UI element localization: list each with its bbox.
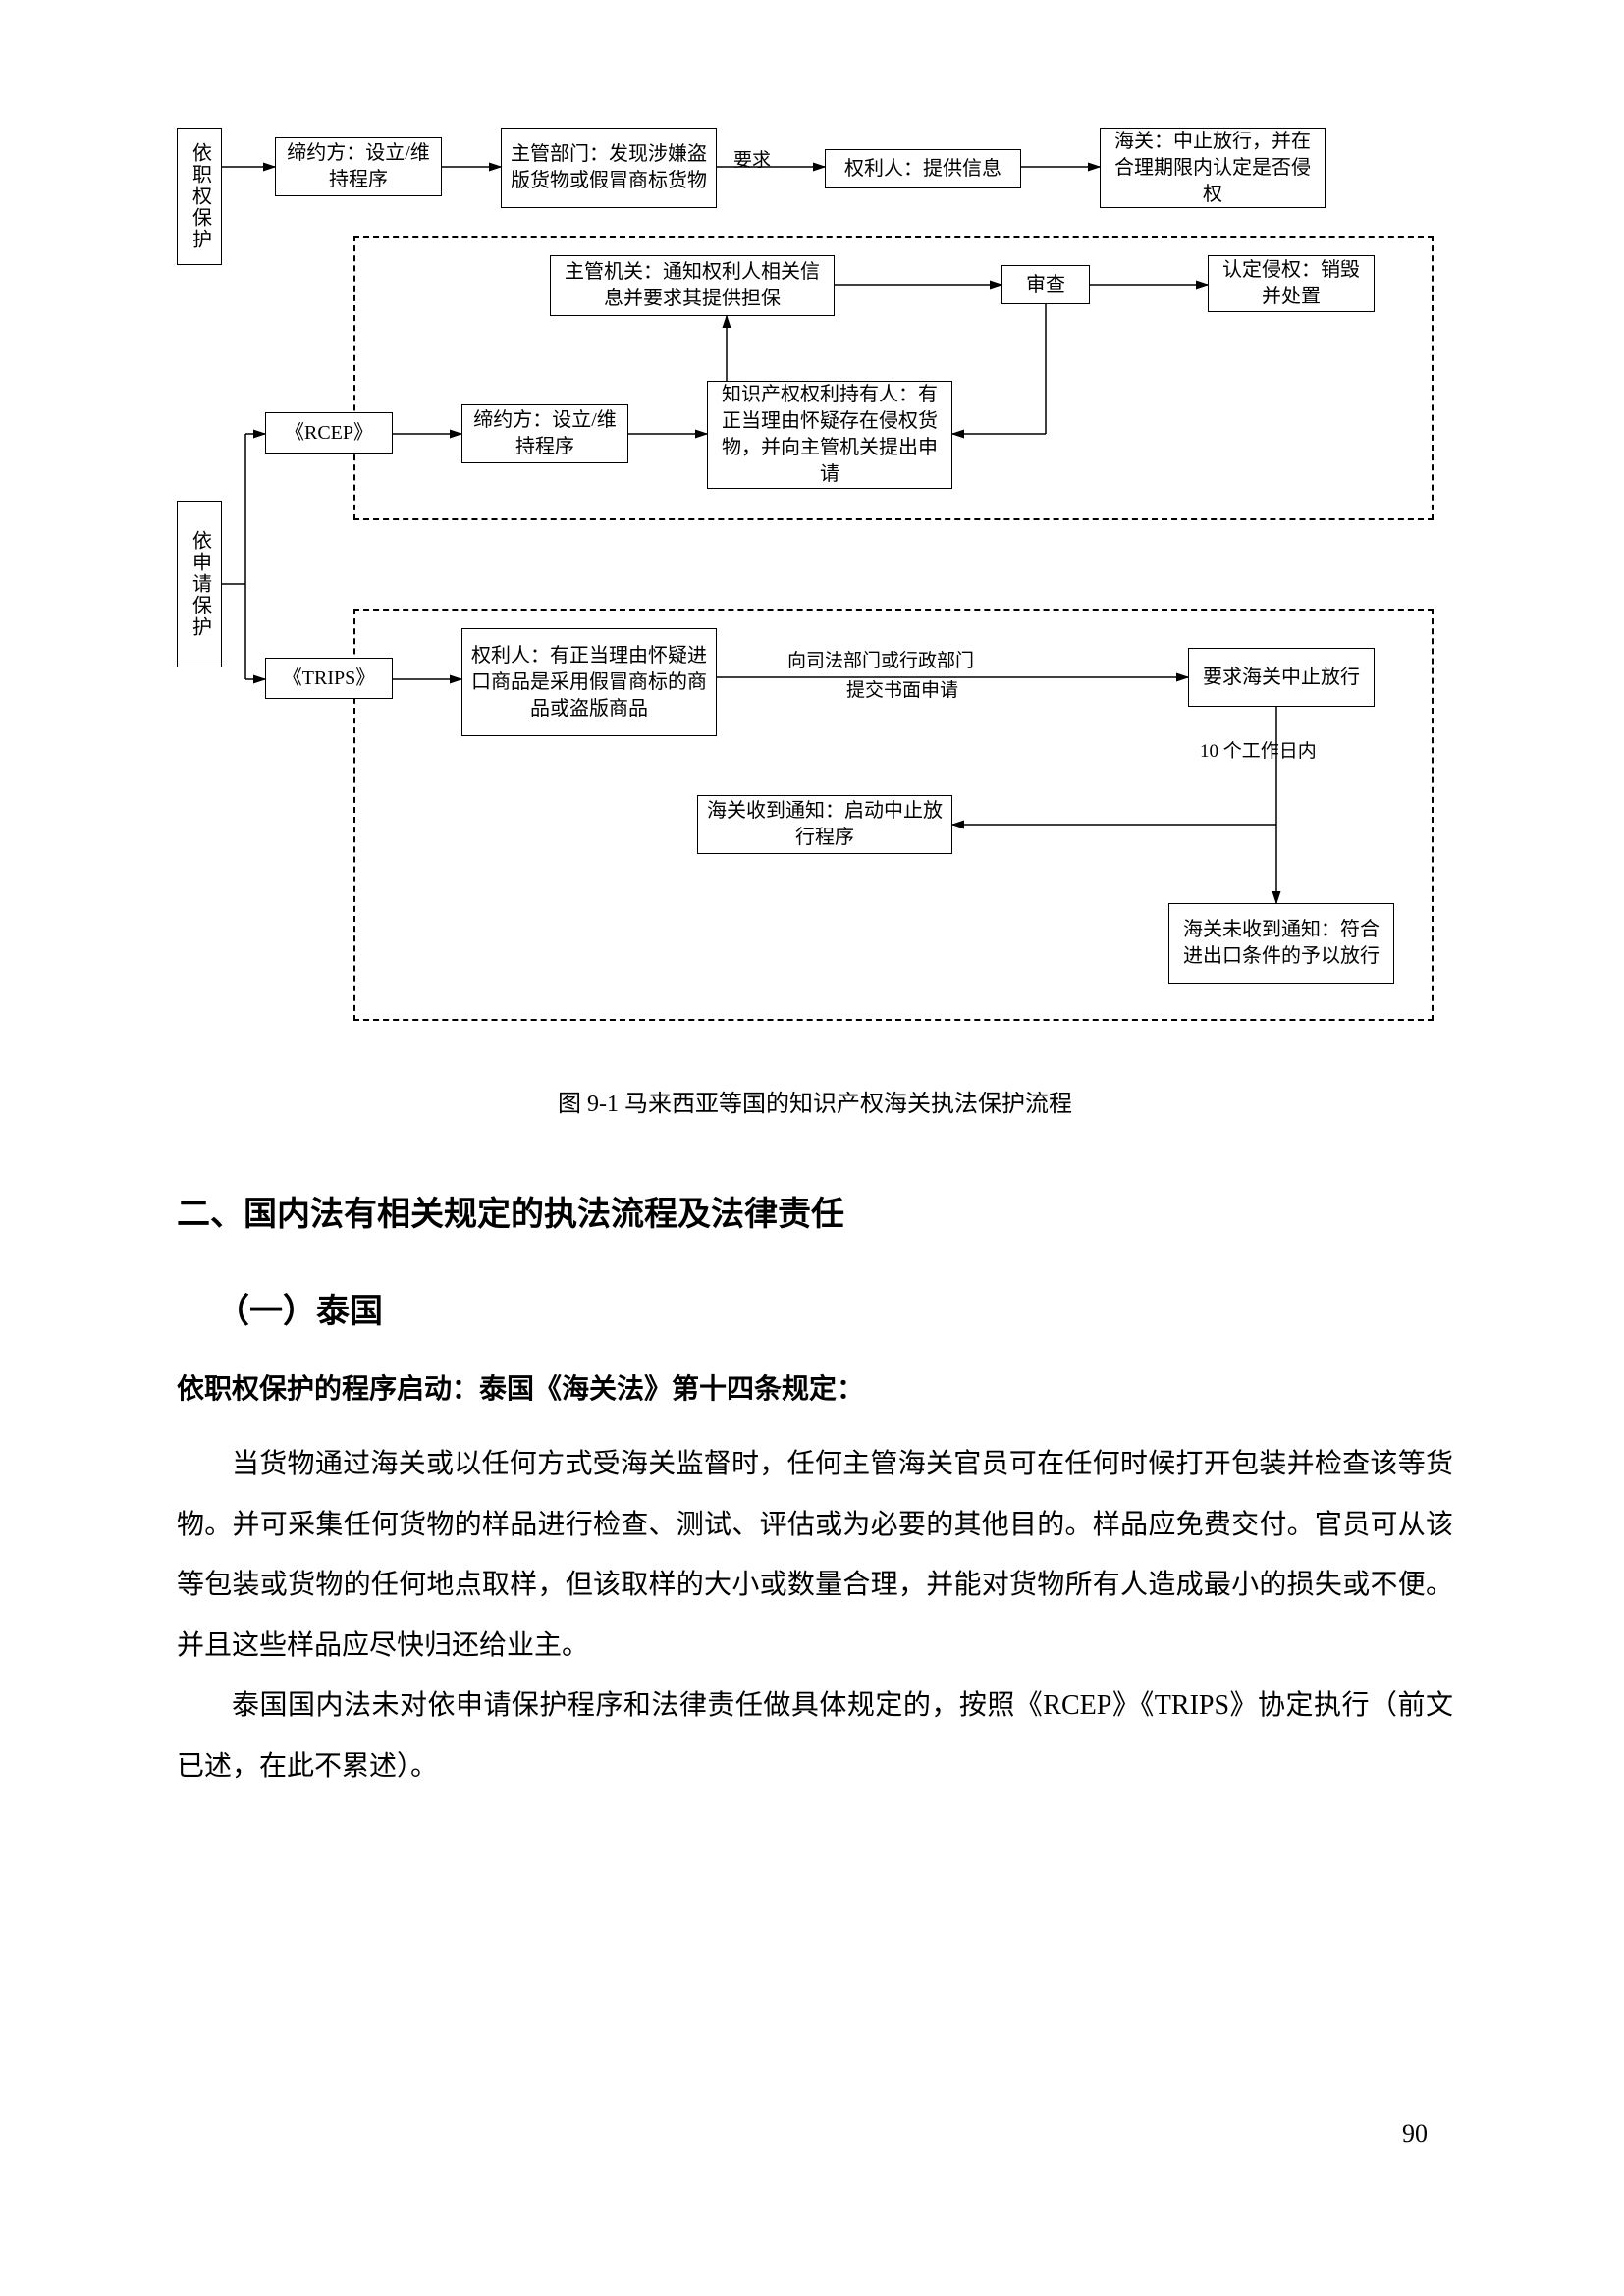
node-r2-top-b: 审查 xyxy=(1001,265,1090,304)
node-rcep-label: 《RCEP》 xyxy=(265,412,393,454)
edge-label-10days: 10 个工作日内 xyxy=(1198,736,1319,763)
paragraph-1: 当货物通过海关或以任何方式受海关监督时，任何主管海关官员可在任何时候打开包装并检… xyxy=(177,1434,1453,1676)
bold-intro-line: 依职权保护的程序启动：泰国《海关法》第十四条规定： xyxy=(177,1367,1453,1407)
page-number: 90 xyxy=(1402,2119,1428,2149)
node-r2-mid-b: 知识产权权利持有人：有正当理由怀疑存在侵权货物，并向主管机关提出申请 xyxy=(707,381,952,489)
heading-thailand: （一）泰国 xyxy=(216,1284,1453,1332)
node-r3-a: 权利人：有正当理由怀疑进口商品是采用假冒商标的商品或盗版商品 xyxy=(461,628,717,736)
node-r1-a: 缔约方：设立/维持程序 xyxy=(275,137,442,196)
node-r3-b: 要求海关中止放行 xyxy=(1188,648,1375,707)
node-r1-c: 权利人：提供信息 xyxy=(825,149,1021,188)
node-cat-ex-officio: 依职权保护 xyxy=(177,128,222,265)
edge-label-require: 要求 xyxy=(731,145,773,172)
node-r2-top-c: 认定侵权：销毁并处置 xyxy=(1208,255,1375,312)
node-r1-d: 海关：中止放行，并在合理期限内认定是否侵权 xyxy=(1100,128,1326,208)
heading-section-2: 二、国内法有相关规定的执法流程及法律责任 xyxy=(177,1187,1453,1235)
edge-label-submit2: 提交书面申请 xyxy=(844,675,960,702)
node-trips-label: 《TRIPS》 xyxy=(265,658,393,699)
node-r2-top-a: 主管机关：通知权利人相关信息并要求其提供担保 xyxy=(550,255,835,316)
paragraph-2: 泰国国内法未对依申请保护程序和法律责任做具体规定的，按照《RCEP》《TRIPS… xyxy=(177,1676,1453,1796)
node-r3-d: 海关未收到通知：符合进出口条件的予以放行 xyxy=(1168,903,1394,984)
node-r2-mid-a: 缔约方：设立/维持程序 xyxy=(461,404,628,463)
flowchart-figure: 依职权保护 依申请保护 缔约方：设立/维持程序 主管部门：发现涉嫌盗版货物或假冒… xyxy=(177,128,1453,1070)
node-r1-b: 主管部门：发现涉嫌盗版货物或假冒商标货物 xyxy=(501,128,717,208)
node-cat-on-application: 依申请保护 xyxy=(177,501,222,667)
figure-caption: 图 9-1 马来西亚等国的知识产权海关执法保护流程 xyxy=(177,1084,1453,1118)
node-r3-c: 海关收到通知：启动中止放行程序 xyxy=(697,795,952,854)
body-text: 当货物通过海关或以任何方式受海关监督时，任何主管海关官员可在任何时候打开包装并检… xyxy=(177,1434,1453,1797)
edge-label-submit1: 向司法部门或行政部门 xyxy=(785,646,976,672)
